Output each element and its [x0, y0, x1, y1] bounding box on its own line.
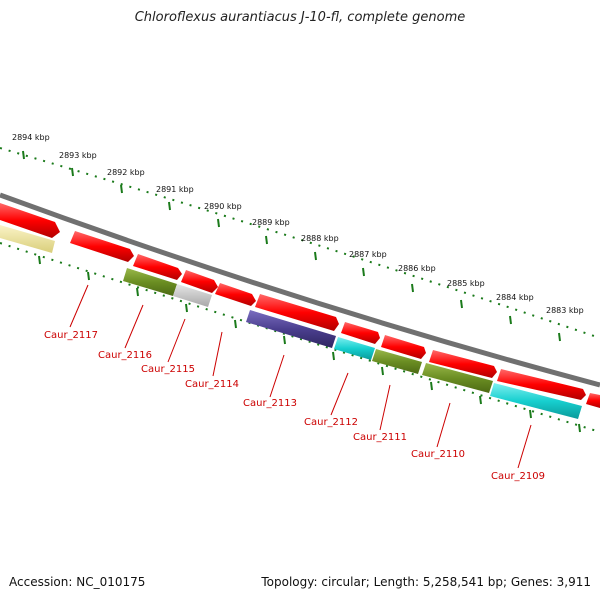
gene-label[interactable]: Caur_2110: [411, 449, 465, 460]
gene-label[interactable]: Caur_2116: [98, 350, 152, 361]
inner-tick: [479, 395, 482, 405]
genome-stats-label: Topology: circular; Length: 5,258,541 bp…: [261, 575, 591, 589]
kbp-label: 2890 kbp: [204, 202, 242, 211]
gene-label[interactable]: Caur_2109: [491, 471, 545, 482]
kbp-tick: [217, 218, 220, 228]
inner-scale-track: [0, 242, 600, 433]
kbp-label: 2894 kbp: [12, 133, 50, 142]
kbp-tick: [460, 299, 463, 309]
inner-tick: [234, 319, 237, 329]
inner-tick: [87, 271, 90, 281]
callout-line-2115: [167, 318, 186, 363]
inner-tick: [529, 409, 532, 419]
kbp-label: 2892 kbp: [107, 168, 145, 177]
kbp-tick: [314, 251, 317, 261]
gene-label[interactable]: Caur_2112: [304, 417, 358, 428]
callout-line-2111: [379, 384, 391, 431]
gene-label[interactable]: Caur_2113: [243, 398, 297, 409]
gene-forward-a[interactable]: [0, 203, 60, 238]
gene-reverse-purple-2113[interactable]: [246, 310, 336, 348]
callout-line-2109: [517, 424, 532, 469]
gene-forward-i[interactable]: [429, 350, 497, 378]
callout-line-2114: [212, 331, 223, 377]
inner-tick: [38, 255, 41, 265]
gene-forward-k[interactable]: [586, 393, 600, 408]
kbp-tick: [22, 150, 25, 160]
kbp-tick: [168, 201, 171, 211]
kbp-label: 2889 kbp: [252, 218, 290, 227]
inner-tick: [381, 366, 384, 376]
gene-label[interactable]: Caur_2114: [185, 379, 239, 390]
gene-label[interactable]: Caur_2115: [141, 364, 195, 375]
gene-forward-b[interactable]: [70, 231, 134, 262]
kbp-tick-group: [22, 150, 561, 342]
kbp-label: 2886 kbp: [398, 264, 436, 273]
kbp-label: 2888 kbp: [301, 234, 339, 243]
gene-forward-j[interactable]: [497, 369, 586, 400]
gene-features: [0, 203, 600, 419]
kbp-tick: [411, 283, 414, 293]
callout-line-2116: [124, 304, 144, 349]
callout-line-2112: [330, 372, 349, 416]
callout-line-2110: [436, 402, 451, 448]
gene-reverse-olive-2116[interactable]: [123, 268, 177, 296]
kbp-label-group: 2894 kbp 2893 kbp 2892 kbp 2891 kbp 2890 kbp…: [12, 133, 584, 315]
chromosome-backbone: [0, 192, 600, 388]
gene-callouts: [69, 284, 532, 469]
kbp-tick: [265, 235, 268, 245]
kbp-label: 2887 kbp: [349, 250, 387, 259]
kbp-scale-track: [0, 147, 600, 339]
inner-tick: [185, 303, 188, 313]
gene-label[interactable]: Caur_2111: [353, 432, 407, 443]
gene-reverse-cyan-2109[interactable]: [490, 383, 582, 419]
kbp-tick: [71, 167, 74, 177]
kbp-tick: [509, 315, 512, 325]
gene-forward-d[interactable]: [181, 270, 218, 293]
gene-forward-e[interactable]: [215, 283, 256, 306]
accession-label: Accession: NC_010175: [9, 575, 146, 589]
gene-reverse-gray-2115[interactable]: [173, 284, 212, 307]
callout-line-2113: [269, 354, 285, 398]
inner-tick: [136, 287, 139, 297]
kbp-label: 2893 kbp: [59, 151, 97, 160]
gene-forward-f[interactable]: [255, 294, 339, 331]
kbp-tick: [120, 184, 123, 194]
inner-tick: [430, 381, 433, 391]
gene-label[interactable]: Caur_2117: [44, 330, 98, 341]
inner-tick: [332, 351, 335, 361]
gene-reverse-cyan-2112[interactable]: [334, 337, 375, 360]
map-title: Chloroflexus aurantiacus J-10-fl, comple…: [134, 10, 466, 25]
gene-forward-c[interactable]: [133, 254, 182, 280]
gene-forward-g[interactable]: [341, 322, 380, 344]
kbp-tick: [362, 267, 365, 277]
inner-tick-group: [38, 255, 581, 433]
callout-line-2117: [69, 284, 89, 328]
gene-forward-h[interactable]: [381, 335, 426, 359]
gene-reverse-olive-2110[interactable]: [422, 363, 493, 393]
kbp-label: 2891 kbp: [156, 185, 194, 194]
kbp-label: 2883 kbp: [546, 306, 584, 315]
kbp-tick: [558, 332, 561, 342]
gene-reverse-yellow[interactable]: [0, 225, 55, 253]
kbp-label: 2884 kbp: [496, 293, 534, 302]
kbp-label: 2885 kbp: [447, 279, 485, 288]
gene-reverse-olive-2111[interactable]: [372, 349, 422, 374]
inner-tick: [283, 335, 286, 345]
inner-tick: [578, 423, 581, 433]
